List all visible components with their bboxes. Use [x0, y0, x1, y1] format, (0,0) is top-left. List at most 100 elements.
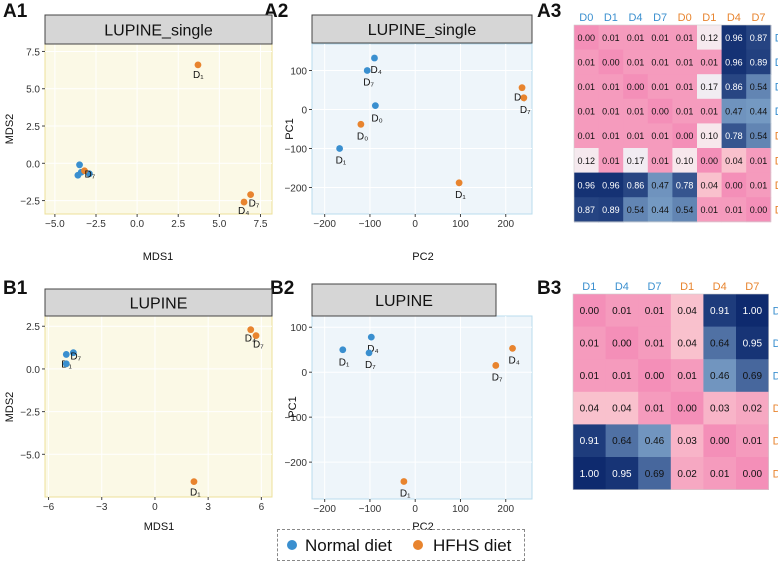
heatmap-cell-value: 0.47: [651, 180, 669, 190]
heatmap-cell: [573, 326, 606, 360]
heatmap-col-label: D7: [745, 281, 759, 293]
heatmap-row-label: D0: [775, 32, 778, 44]
heatmap-cell-value: 0.01: [651, 131, 669, 141]
heatmap-cell-value: 0.01: [580, 338, 600, 349]
heatmap-cell-value: 0.00: [750, 205, 768, 215]
tick-label-x: 100: [452, 219, 469, 230]
heatmap-cell: [746, 197, 772, 223]
heatmap-cell: [605, 457, 639, 490]
heatmap-cell: [598, 74, 624, 100]
heatmap-cell: [703, 326, 737, 360]
y-axis-label: PC1: [284, 118, 296, 139]
heatmap-cell-value: 0.01: [651, 33, 669, 43]
heatmap-cell: [623, 25, 649, 50]
heatmap-cell-value: 0.86: [627, 180, 645, 190]
heatmap-col-label: D0: [678, 12, 692, 24]
heatmap-cell-value: 0.96: [725, 57, 743, 67]
title-strip: [44, 14, 273, 45]
heatmap-cell: [697, 123, 722, 149]
heatmap-cell-value: 0.01: [578, 131, 596, 141]
point-label: D₁: [400, 488, 411, 499]
heatmap-cell: [623, 172, 649, 198]
tick-label-y: −200: [284, 183, 307, 194]
heatmap-cell: [672, 197, 698, 223]
tick-label-x: −6: [43, 502, 55, 513]
heatmap-row-label: D4: [775, 82, 778, 94]
chart-a1-mds-lupine-single: LUPINE_single −5.0 −2.5 0.0 2.5 5.0 7.5 −2.5 0.0…: [4, 14, 273, 263]
heatmap-cell-value: 0.00: [710, 436, 730, 447]
heatmap-cell-value: 0.01: [645, 404, 665, 415]
heatmap-cell: [598, 98, 624, 124]
heatmap-cell: [721, 172, 747, 198]
heatmap-cell: [721, 74, 747, 100]
heatmap-cell-value: 0.54: [750, 131, 768, 141]
point-label: D₀: [357, 131, 368, 142]
y-axis-label: MDS2: [4, 114, 16, 145]
heatmap-cell: [670, 391, 704, 425]
heatmap-cell-value: 0.01: [627, 33, 645, 43]
heatmap-cell: [736, 326, 769, 360]
tick-label-y: 5.0: [26, 85, 40, 96]
point-normal-d4: [371, 54, 378, 62]
heatmap-cell-value: 0.10: [676, 156, 694, 166]
tick-label-x: 5.0: [212, 219, 226, 230]
point-normal-d1: [62, 351, 70, 358]
point-hfhs-d0: [81, 167, 88, 175]
tick-label-y: −100: [284, 413, 307, 424]
heatmap-cell: [703, 424, 737, 458]
heatmap-row-label: D1: [775, 57, 778, 69]
heatmap-cell: [647, 25, 673, 50]
point-label: D₇: [492, 372, 503, 383]
tick-label-x: −3: [96, 502, 108, 513]
tick-label-y: 100: [290, 67, 307, 78]
heatmap-cell-value: 0.54: [750, 82, 768, 92]
heatmap-row-label: D7: [775, 106, 778, 118]
heatmap-cell-value: 0.00: [612, 338, 632, 349]
x-axis-label: PC2: [412, 251, 433, 263]
point-hfhs-d7: [252, 332, 260, 340]
plot-background: [311, 43, 533, 215]
tick-label-y: 2.5: [26, 122, 40, 133]
heatmap-row-label: D1: [775, 155, 778, 167]
heatmap-cell: [573, 391, 606, 425]
point-label: D₁: [336, 155, 347, 166]
heatmap-cell: [574, 197, 599, 223]
heatmap-cell: [605, 294, 639, 327]
heatmap-cell: [638, 424, 672, 458]
title-strip: [44, 288, 273, 317]
heatmap-cell: [721, 197, 747, 223]
y-axis-label: PC1: [287, 396, 299, 417]
point-normal-d7: [365, 349, 373, 357]
plot-background: [44, 315, 273, 498]
heatmap-row-label: D1: [773, 305, 778, 317]
heatmap-col-label: D7: [653, 12, 667, 24]
point-hfhs-d4: [518, 84, 526, 92]
point-label: D₁: [455, 190, 466, 201]
panel-label-b3: B3: [537, 278, 561, 299]
chart-a2-pca-lupine-single: LUPINE_single −200 −100 0 100 200 −200 −100 0 100…: [284, 14, 533, 263]
tick-label-y: 2.5: [26, 322, 40, 333]
heatmap-col-label: D7: [647, 281, 661, 293]
heatmap-cell: [598, 123, 624, 149]
title-strip: [311, 14, 533, 44]
heatmap-cell-value: 0.03: [710, 404, 730, 415]
heatmap-cell: [670, 457, 704, 490]
panel-label-a1: A1: [3, 1, 28, 22]
heatmap-cell: [697, 172, 722, 198]
tick-label-x: −100: [359, 219, 382, 230]
heatmap-cell: [670, 424, 704, 458]
chart-b1-mds-lupine: LUPINE−6−3036−5.0−2.50.02.5MDS1MDS2D₁D₇D…: [4, 288, 273, 533]
point-hfhs-d4: [247, 326, 255, 334]
tick-label-x: 0: [412, 219, 418, 230]
heatmap-cell-value: 0.01: [645, 338, 665, 349]
chart-title: LUPINE: [375, 293, 433, 310]
tick-label-y: 0.0: [26, 159, 40, 170]
heatmap-cell-value: 0.01: [676, 107, 694, 117]
heatmap-cell-value: 0.78: [676, 180, 694, 190]
heatmap-cell: [574, 123, 599, 149]
point-hfhs-d1: [400, 478, 408, 485]
chart-title: LUPINE: [130, 296, 188, 313]
heatmap-cell: [638, 294, 672, 327]
heatmap-cell-value: 0.04: [701, 180, 719, 190]
